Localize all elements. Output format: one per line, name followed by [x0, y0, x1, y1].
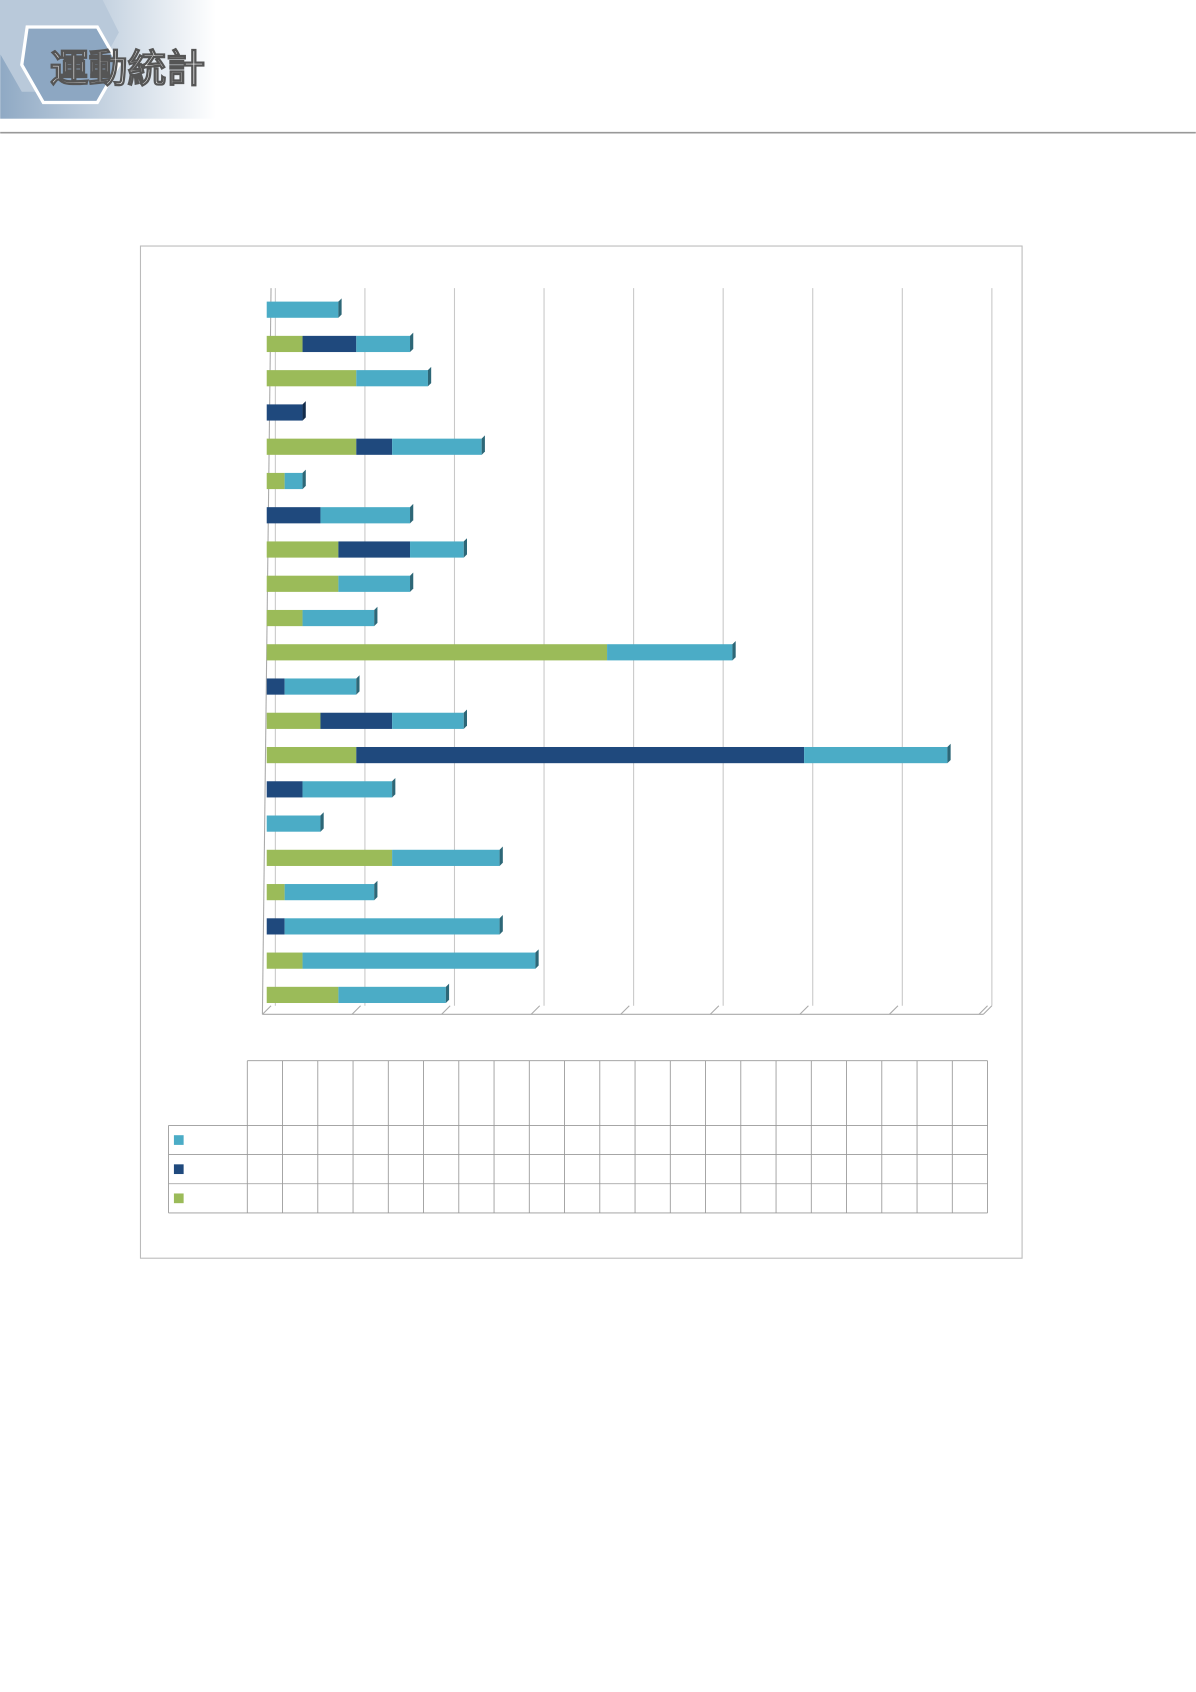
bar-segment: [266, 438, 357, 455]
tick-mark: [351, 1005, 361, 1015]
bar-side: [499, 915, 503, 935]
bar-segment: [266, 541, 339, 558]
bar-side: [302, 469, 306, 490]
tick-mark: [978, 1005, 988, 1015]
tick-mark: [262, 1005, 272, 1015]
bar-side: [732, 640, 736, 661]
bar-segment: [266, 472, 285, 490]
tick-mark: [530, 1005, 541, 1015]
bar-side: [463, 709, 467, 729]
bar-side: [392, 778, 396, 798]
bar-side: [302, 401, 306, 421]
axis-line: [982, 1005, 993, 1015]
bar-segment: [284, 472, 303, 490]
bar-side: [374, 880, 378, 901]
bar-segment: [266, 746, 357, 764]
legend-swatch: [173, 1135, 184, 1145]
bar-segment: [320, 507, 411, 524]
bar-segment: [266, 507, 321, 524]
bar-segment: [392, 712, 464, 729]
bar-segment: [302, 952, 536, 969]
bar-segment: [266, 781, 303, 798]
bar-segment: [266, 918, 285, 935]
bar-segment: [266, 404, 303, 421]
bar-side: [481, 435, 485, 455]
bar-side: [535, 949, 539, 969]
bar-segment: [392, 438, 482, 455]
bar-side: [374, 606, 378, 627]
bar-segment: [284, 884, 375, 901]
bar-segment: [266, 370, 357, 387]
bar-segment: [266, 678, 285, 695]
bar-side: [445, 983, 450, 1004]
plot: [261, 288, 993, 1015]
bar-segment: [302, 335, 357, 353]
bar-segment: [266, 335, 303, 353]
tick-mark: [620, 1005, 630, 1015]
bar-segment: [266, 609, 303, 627]
bar-segment: [284, 678, 357, 695]
bar-segment: [266, 301, 339, 318]
bar-segment: [356, 438, 393, 455]
bar-segment: [266, 952, 303, 969]
legend-swatch: [173, 1193, 184, 1204]
bar-segment: [338, 575, 411, 592]
bar-side: [947, 743, 951, 764]
bar-segment: [302, 609, 375, 627]
bar-segment: [338, 986, 446, 1004]
data-table: [168, 1060, 988, 1214]
bar-segment: [392, 849, 500, 866]
bar-side: [427, 366, 432, 387]
legend-swatch: [173, 1164, 184, 1175]
tick-mark: [441, 1005, 451, 1015]
tick-mark: [709, 1005, 720, 1015]
bar-side: [410, 332, 414, 353]
bar-side: [410, 503, 414, 524]
bar-segment: [266, 815, 321, 832]
bar-segment: [266, 849, 393, 866]
bar-segment: [266, 712, 321, 729]
bar-segment: [266, 986, 339, 1004]
bar-side: [356, 675, 360, 695]
tick-mark: [799, 1005, 809, 1015]
bar-side: [320, 812, 324, 832]
bar-side: [410, 572, 414, 592]
bar-segment: [356, 335, 411, 353]
bar-segment: [356, 370, 428, 387]
bar-segment: [266, 884, 285, 901]
bar-segment: [338, 541, 411, 558]
bar-side: [338, 298, 342, 318]
bar-segment: [284, 918, 500, 935]
bar-side: [499, 846, 503, 866]
hexagon: [20, 25, 121, 105]
bar-segment: [410, 541, 464, 558]
header-title: 運動統計: [50, 47, 205, 92]
bar-segment: [266, 644, 608, 661]
header: 運動統計: [0, 0, 1196, 134]
bar-segment: [804, 746, 948, 764]
bar-segment: [266, 575, 339, 592]
tick-mark: [888, 1005, 899, 1015]
bar-side: [463, 538, 467, 558]
bar-segment: [302, 781, 393, 798]
bar-segment: [320, 712, 393, 729]
bar-segment: [356, 746, 805, 764]
bar-segment: [607, 644, 733, 661]
